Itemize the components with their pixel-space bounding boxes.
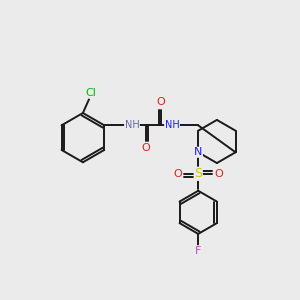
Text: NH: NH — [124, 120, 139, 130]
Text: O: O — [157, 97, 166, 107]
Text: S: S — [194, 167, 202, 180]
Text: N: N — [194, 147, 202, 157]
Text: O: O — [142, 143, 150, 153]
Text: O: O — [173, 169, 182, 179]
Text: F: F — [195, 246, 201, 256]
Text: O: O — [214, 169, 224, 179]
Text: NH: NH — [165, 120, 179, 130]
Text: Cl: Cl — [85, 88, 96, 98]
